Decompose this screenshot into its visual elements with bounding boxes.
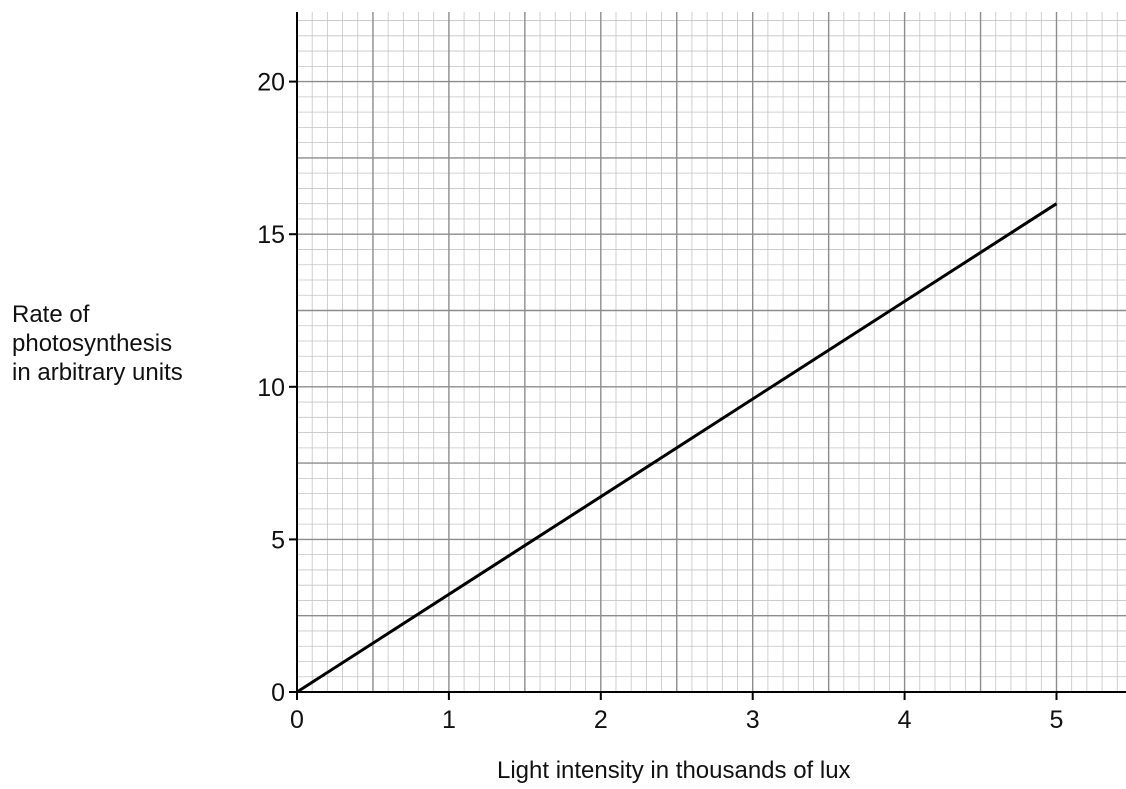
y-axis-label-line-3: in arbitrary units bbox=[12, 359, 183, 386]
x-tick-label: 3 bbox=[746, 706, 760, 734]
y-tick-label: 20 bbox=[257, 69, 285, 97]
x-tick-label: 4 bbox=[898, 706, 912, 734]
grid-minor bbox=[297, 12, 1126, 692]
grid-major bbox=[297, 12, 1126, 692]
y-axis-label-line-1: Rate of bbox=[12, 301, 90, 328]
series-layer bbox=[296, 202, 1058, 694]
x-axis-label: Light intensity in thousands of lux bbox=[497, 757, 851, 784]
x-tick-label: 0 bbox=[290, 706, 304, 734]
series-line bbox=[296, 202, 1058, 694]
x-tick-label: 2 bbox=[594, 706, 608, 734]
y-tick-label: 10 bbox=[257, 374, 285, 402]
y-tick-labels: 0 5 10 15 20 bbox=[257, 69, 285, 707]
x-tick-labels: 0 1 2 3 4 5 bbox=[290, 706, 1063, 734]
y-axis-label-line-2: photosynthesis bbox=[12, 330, 173, 357]
x-tick-label: 5 bbox=[1050, 706, 1064, 734]
axes bbox=[289, 12, 1126, 700]
y-tick-label: 5 bbox=[271, 526, 285, 554]
y-tick-label: 0 bbox=[271, 679, 285, 707]
x-tick-label: 1 bbox=[442, 706, 456, 734]
y-tick-label: 15 bbox=[257, 221, 285, 249]
y-axis-label: Rate of photosynthesis in arbitrary unit… bbox=[12, 300, 183, 387]
